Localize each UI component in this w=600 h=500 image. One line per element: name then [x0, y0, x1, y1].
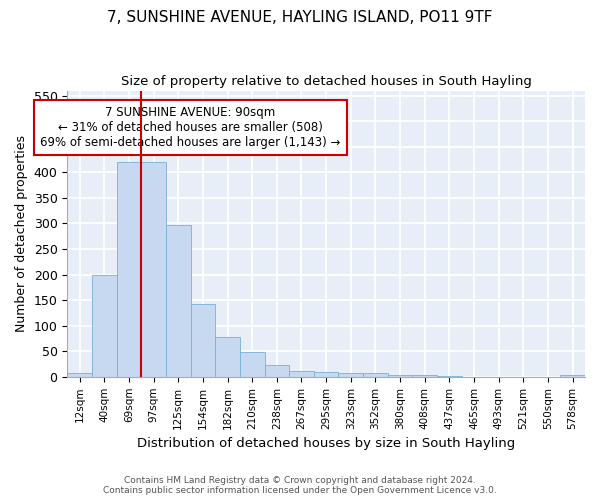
Bar	[92, 274, 116, 377]
Bar	[191, 304, 215, 377]
Text: 7, SUNSHINE AVENUE, HAYLING ISLAND, PO11 9TF: 7, SUNSHINE AVENUE, HAYLING ISLAND, PO11…	[107, 10, 493, 25]
Text: Contains HM Land Registry data © Crown copyright and database right 2024.
Contai: Contains HM Land Registry data © Crown c…	[103, 476, 497, 495]
Text: 7 SUNSHINE AVENUE: 90sqm
← 31% of detached houses are smaller (508)
69% of semi-: 7 SUNSHINE AVENUE: 90sqm ← 31% of detach…	[40, 106, 341, 149]
Bar	[560, 376, 585, 377]
Bar	[215, 338, 240, 377]
Title: Size of property relative to detached houses in South Hayling: Size of property relative to detached ho…	[121, 75, 532, 88]
Y-axis label: Number of detached properties: Number of detached properties	[15, 135, 28, 332]
Bar	[388, 376, 412, 377]
Bar	[412, 376, 437, 377]
Bar	[363, 373, 388, 377]
Bar	[240, 352, 265, 377]
Bar	[67, 372, 92, 377]
Bar	[141, 162, 166, 377]
Bar	[437, 376, 462, 377]
Bar	[314, 372, 338, 377]
Bar	[289, 370, 314, 377]
X-axis label: Distribution of detached houses by size in South Hayling: Distribution of detached houses by size …	[137, 437, 515, 450]
Bar	[338, 372, 363, 377]
Bar	[265, 364, 289, 377]
Bar	[166, 225, 191, 377]
Bar	[116, 162, 141, 377]
